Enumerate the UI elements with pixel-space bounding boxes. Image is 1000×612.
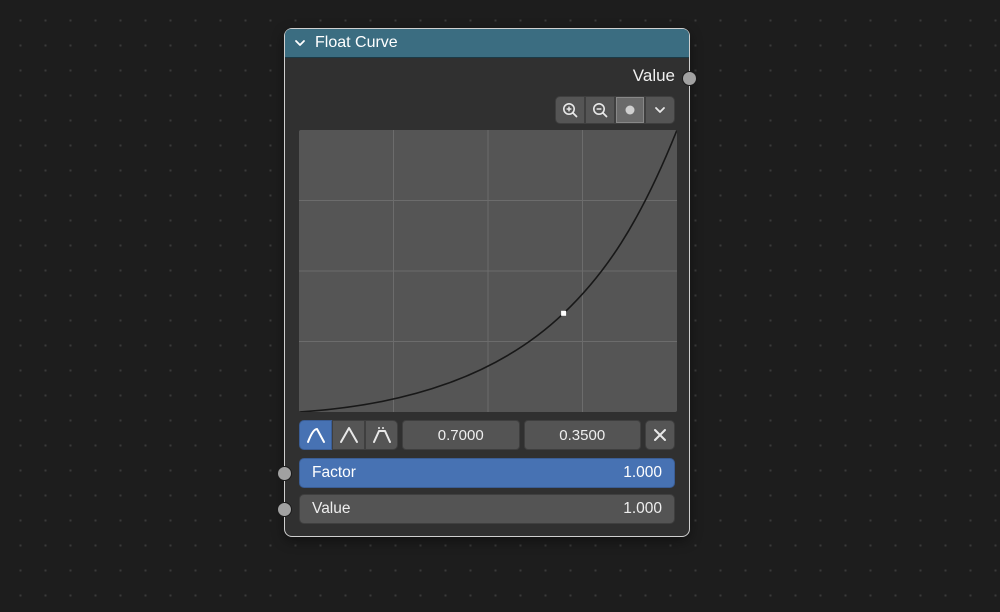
curve-canvas[interactable] [299,130,677,412]
zoom-out-button[interactable] [585,96,615,124]
curve-editor[interactable] [299,130,677,412]
output-socket[interactable] [682,71,697,86]
node-inputs: Factor 1.000 Value 1.000 [285,450,689,528]
curve-toolbar [285,92,689,130]
factor-slider[interactable]: Factor 1.000 [299,458,675,488]
handle-auto-button[interactable] [299,420,332,450]
node-title: Float Curve [315,34,398,52]
curve-tools-menu[interactable] [645,96,675,124]
value-value: 1.000 [623,500,662,518]
factor-input-socket[interactable] [277,466,292,481]
node-header[interactable]: Float Curve [285,29,689,58]
handle-aligned-button[interactable] [365,420,398,450]
clipping-toggle[interactable] [615,96,645,124]
factor-label: Factor [312,464,356,482]
handle-type-group [299,420,398,450]
node-body: Value [285,58,689,536]
value-slider[interactable]: Value 1.000 [299,494,675,524]
factor-value: 1.000 [623,464,662,482]
value-label: Value [312,500,351,518]
point-x-field[interactable]: 0.7000 [402,420,520,450]
handle-vector-button[interactable] [332,420,365,450]
point-y-field[interactable]: 0.3500 [524,420,642,450]
collapse-chevron-icon[interactable] [293,36,307,50]
point-controls-row: 0.7000 0.3500 [285,412,689,450]
value-input-socket[interactable] [277,502,292,517]
curve-tools-group [555,96,675,124]
float-curve-node[interactable]: Float Curve Value [284,28,690,537]
curve-editor-wrap [285,130,689,412]
output-row: Value [285,58,689,92]
output-label: Value [633,66,675,86]
delete-point-button[interactable] [645,420,675,450]
zoom-in-button[interactable] [555,96,585,124]
